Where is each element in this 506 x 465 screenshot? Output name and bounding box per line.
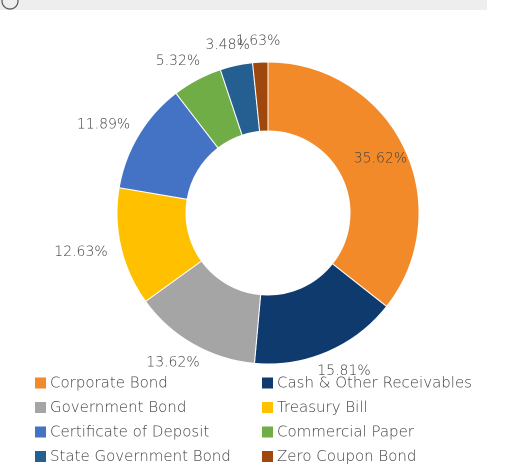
icon [1, 0, 19, 10]
legend-swatch [262, 426, 273, 438]
legend-swatch [262, 377, 273, 389]
legend-label: Commercial Paper [277, 423, 415, 441]
legend-label: Treasury Bill [277, 398, 368, 416]
value-label: 11.89% [77, 116, 130, 132]
top-bar [0, 0, 487, 10]
slice [252, 61, 269, 132]
legend-label: Zero Coupon Bond [277, 447, 416, 465]
legend-swatch [35, 377, 46, 389]
value-label: 15.81% [317, 363, 370, 379]
value-label: 12.63% [54, 244, 107, 260]
value-label: 35.62% [354, 150, 407, 166]
legend-label: Cash & Other Receivables [277, 374, 472, 392]
value-label: 3.48% [205, 37, 249, 53]
legend-label: State Government Bond [50, 447, 231, 465]
legend-swatch [262, 451, 273, 462]
legend-label: Corporate Bond [50, 374, 168, 392]
value-label: 13.62% [146, 354, 199, 370]
legend-swatch [262, 402, 273, 413]
legend-swatch [35, 402, 46, 413]
slice [267, 61, 420, 308]
value-label: 5.32% [156, 53, 200, 69]
legend-swatch [35, 451, 46, 462]
legend-swatch [35, 426, 46, 438]
value-label: 1.63% [236, 33, 280, 49]
legend-label: Government Bond [50, 398, 186, 416]
legend-label: Certificate of Deposit [50, 423, 209, 441]
